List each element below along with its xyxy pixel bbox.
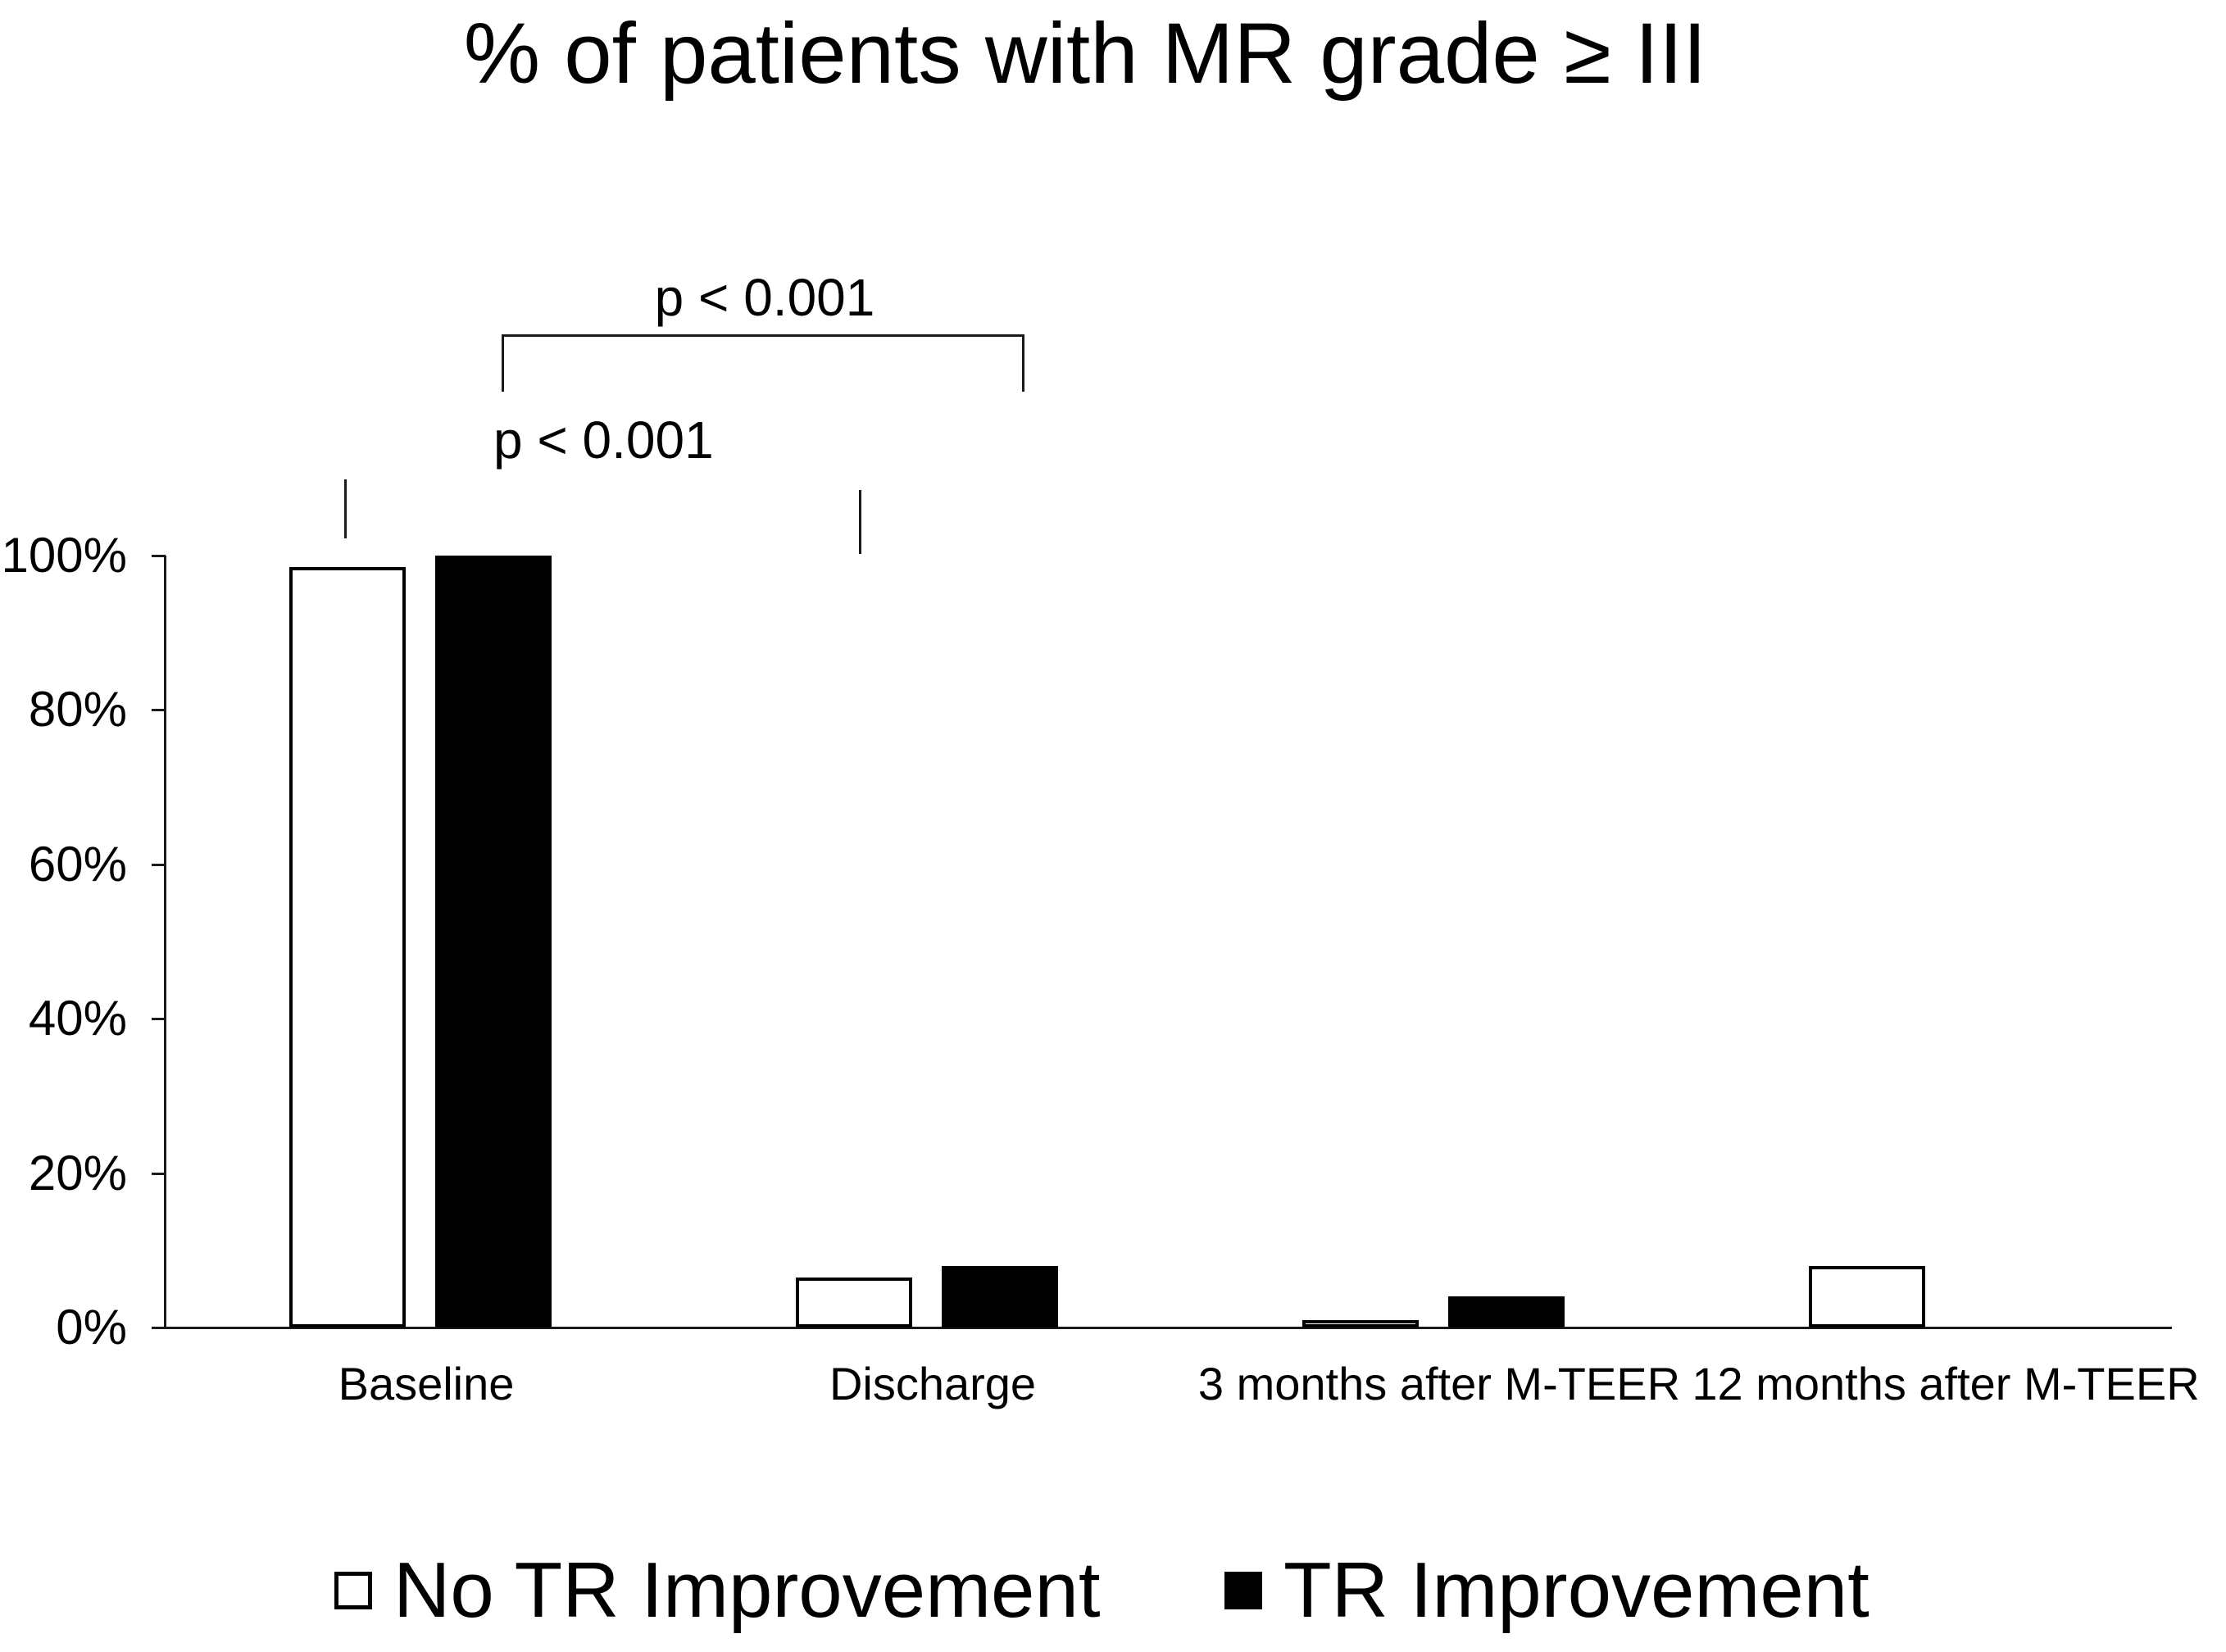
y-tick-label: 80%: [28, 682, 127, 737]
y-tick-40%: [152, 1018, 166, 1020]
y-tick-label: 60%: [28, 837, 127, 892]
y-tick-80%: [152, 709, 166, 711]
p-value-label-bottom: p < 0.001: [493, 411, 714, 470]
y-tick-20%: [152, 1173, 166, 1175]
legend-swatch-tr-improvement: [1224, 1572, 1262, 1609]
y-tick-label: 20%: [28, 1146, 127, 1200]
x-category-label-1: Baseline: [338, 1358, 515, 1409]
x-axis-line: [152, 1327, 2172, 1329]
comparison-bracket: [502, 334, 1024, 392]
legend-label-no-tr-improvement: No TR Improvement: [393, 1546, 1101, 1634]
y-tick-100%: [152, 555, 166, 557]
x-category-label-2: Discharge: [829, 1358, 1037, 1409]
y-axis-line: [164, 556, 166, 1328]
y-tick-60%: [152, 864, 166, 866]
chart-title: % of patients with MR grade ≥ III: [463, 6, 1707, 102]
y-tick-label: 40%: [28, 991, 127, 1046]
p-value-label-top: p < 0.001: [654, 268, 875, 327]
y-tick-0%: [152, 1327, 166, 1329]
comparison-tick-right: [859, 490, 861, 554]
bar-no-tr-improvement-2: [796, 1278, 912, 1328]
bar-tr-improvement-1: [435, 556, 552, 1328]
y-tick-label: 100%: [1, 528, 127, 583]
y-tick-label: 0%: [56, 1300, 127, 1355]
bar-tr-improvement-2: [942, 1266, 1058, 1328]
bar-no-tr-improvement-3: [1302, 1320, 1419, 1328]
comparison-tick-left: [344, 479, 347, 538]
bar-no-tr-improvement-4: [1809, 1266, 1925, 1328]
x-category-label-3: 3 months after M-TEER: [1197, 1358, 1681, 1409]
bar-no-tr-improvement-1: [289, 567, 406, 1328]
legend-swatch-no-tr-improvement: [334, 1572, 372, 1609]
legend-label-tr-improvement: TR Improvement: [1283, 1546, 1869, 1634]
legend-item-no-tr-improvement: No TR Improvement: [334, 1551, 1101, 1630]
bar-tr-improvement-3: [1448, 1296, 1565, 1328]
legend-item-tr-improvement: TR Improvement: [1224, 1551, 1869, 1630]
x-category-label-4: 12 months after M-TEER: [1692, 1358, 2200, 1409]
